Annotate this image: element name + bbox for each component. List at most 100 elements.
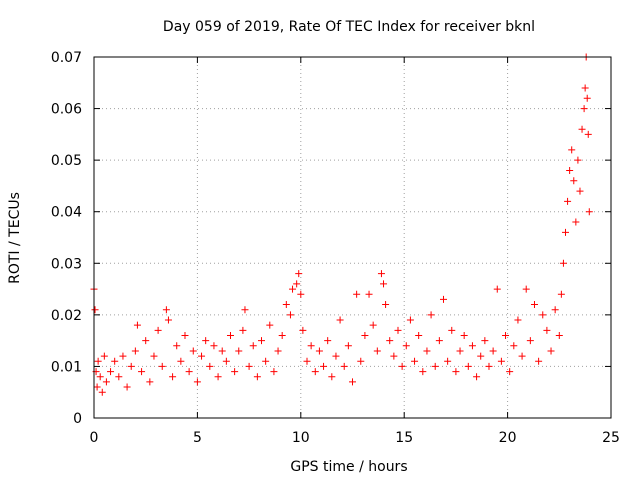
- data-point: [526, 337, 534, 345]
- data-point: [580, 105, 588, 113]
- data-point: [522, 285, 530, 293]
- x-tick-label: 25: [602, 430, 620, 446]
- data-point: [297, 290, 305, 298]
- data-point: [365, 290, 373, 298]
- y-tick-label: 0.03: [51, 256, 82, 272]
- data-point: [274, 347, 282, 355]
- data-point: [123, 383, 131, 391]
- data-point: [431, 362, 439, 370]
- data-point: [102, 378, 110, 386]
- data-point: [530, 301, 538, 309]
- data-point: [583, 94, 591, 102]
- data-point: [562, 228, 570, 236]
- x-tick-label: 5: [193, 430, 202, 446]
- data-point: [477, 352, 485, 360]
- x-tick-label: 10: [292, 430, 310, 446]
- data-point: [299, 326, 307, 334]
- data-point: [559, 259, 567, 267]
- data-point: [566, 166, 574, 174]
- data-point: [164, 316, 172, 324]
- data-point: [239, 326, 247, 334]
- y-tick-label: 0: [73, 411, 82, 427]
- data-point: [555, 331, 563, 339]
- data-point: [419, 368, 427, 376]
- data-point: [557, 290, 565, 298]
- x-tick-label: 15: [395, 430, 413, 446]
- data-point: [514, 316, 522, 324]
- data-point: [411, 357, 419, 365]
- data-point: [262, 357, 270, 365]
- data-point: [382, 301, 390, 309]
- data-point: [435, 337, 443, 345]
- data-point: [210, 342, 218, 350]
- data-point: [576, 187, 584, 195]
- plot-frame: [93, 56, 612, 419]
- data-point: [107, 368, 115, 376]
- data-point: [133, 321, 141, 329]
- data-point: [564, 197, 572, 205]
- data-point: [293, 280, 301, 288]
- y-tick-label: 0.06: [51, 102, 82, 118]
- data-point: [206, 362, 214, 370]
- x-tick-label: 20: [499, 430, 517, 446]
- grid-lines: [94, 57, 611, 418]
- data-point: [328, 373, 336, 381]
- data-point: [266, 321, 274, 329]
- data-point: [377, 270, 385, 278]
- data-point: [289, 285, 297, 293]
- data-point: [278, 331, 286, 339]
- data-point: [146, 378, 154, 386]
- data-point: [344, 342, 352, 350]
- data-point: [226, 331, 234, 339]
- data-point: [568, 146, 576, 154]
- data-point: [303, 357, 311, 365]
- data-point: [295, 270, 303, 278]
- data-point: [231, 368, 239, 376]
- data-point: [518, 352, 526, 360]
- data-point: [253, 373, 261, 381]
- data-point: [150, 352, 158, 360]
- data-point: [406, 316, 414, 324]
- y-axis-label: ROTI / TECUs: [7, 192, 23, 284]
- data-point: [386, 337, 394, 345]
- data-point: [177, 357, 185, 365]
- data-point: [502, 331, 510, 339]
- data-point: [489, 347, 497, 355]
- data-point: [535, 357, 543, 365]
- data-point: [93, 383, 101, 391]
- data-point: [497, 357, 505, 365]
- data-points: [90, 53, 593, 396]
- data-point: [332, 352, 340, 360]
- data-point: [448, 326, 456, 334]
- data-point: [241, 306, 249, 314]
- data-point: [340, 362, 348, 370]
- data-point: [452, 368, 460, 376]
- data-point: [510, 342, 518, 350]
- chart-title: Day 059 of 2019, Rate Of TEC Index for r…: [163, 19, 535, 35]
- axis-ticks: 0 5 10 15 20 25 0 0.01 0.02 0.03 0.04 0.05 0.06 0.07: [51, 50, 620, 446]
- data-point: [439, 295, 447, 303]
- data-point: [506, 368, 514, 376]
- data-point: [193, 378, 201, 386]
- data-point: [390, 352, 398, 360]
- data-point: [585, 208, 593, 216]
- data-point: [142, 337, 150, 345]
- data-point: [131, 347, 139, 355]
- data-point: [258, 337, 266, 345]
- data-point: [249, 342, 257, 350]
- data-point: [162, 306, 170, 314]
- y-tick-label: 0.05: [51, 153, 82, 169]
- data-point: [111, 357, 119, 365]
- data-point: [245, 362, 253, 370]
- data-point: [154, 326, 162, 334]
- data-point: [115, 373, 123, 381]
- data-point: [456, 347, 464, 355]
- data-point: [169, 373, 177, 381]
- data-point: [158, 362, 166, 370]
- data-point: [473, 373, 481, 381]
- data-point: [214, 373, 222, 381]
- data-point: [198, 352, 206, 360]
- data-point: [320, 362, 328, 370]
- data-point: [127, 362, 135, 370]
- data-point: [94, 357, 102, 365]
